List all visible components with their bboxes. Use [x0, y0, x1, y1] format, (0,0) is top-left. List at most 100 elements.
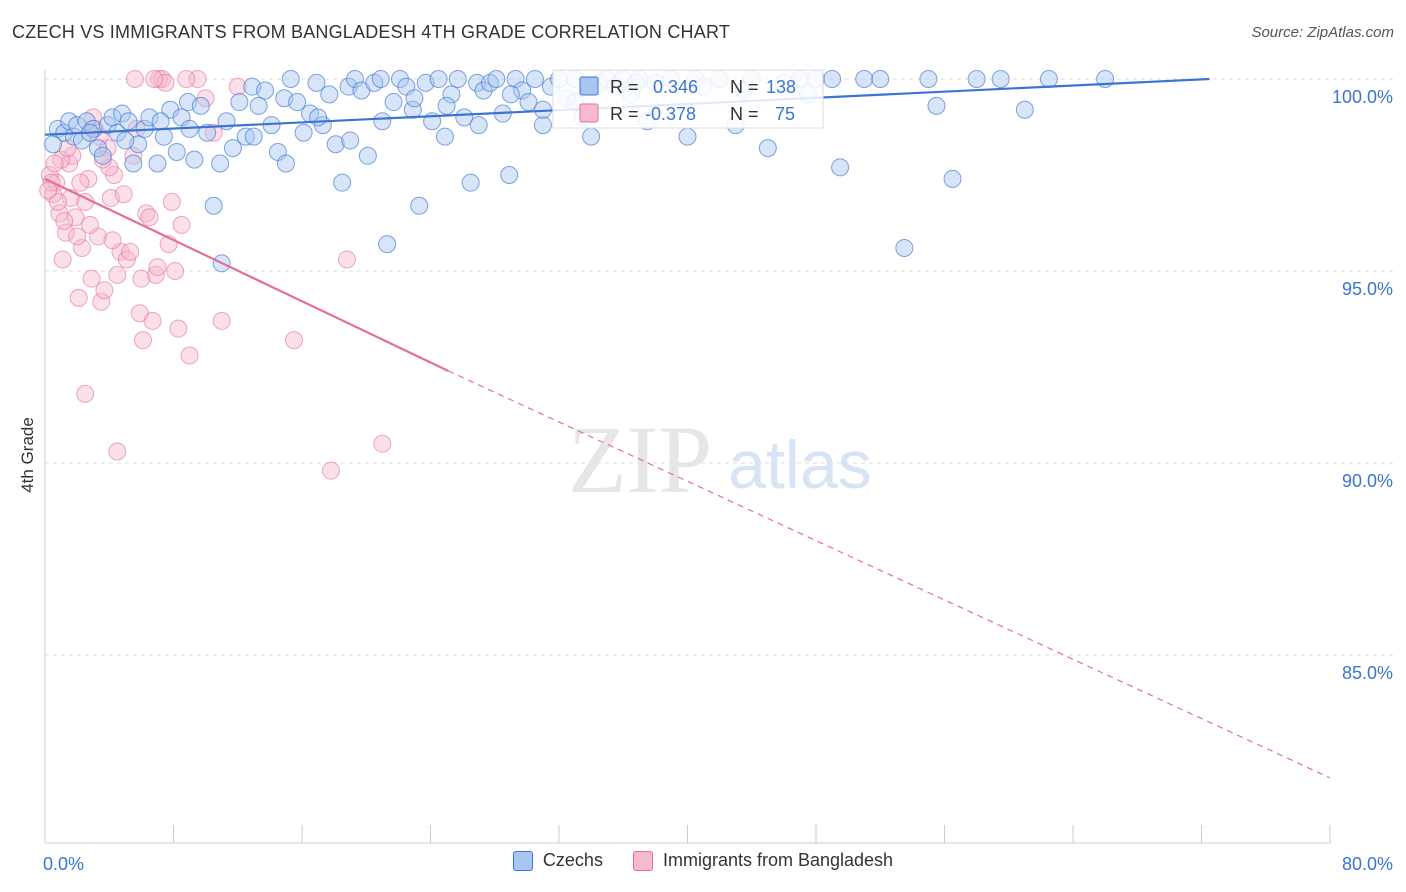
point-bangladesh-10: [72, 238, 91, 257]
point-czechs-53: [358, 146, 377, 165]
point-bangladesh-17: [95, 281, 114, 300]
trend-line-bangladesh: [44, 177, 449, 372]
point-czechs-26: [185, 150, 204, 169]
point-czechs-79: [525, 70, 544, 88]
point-czechs-113: [967, 70, 986, 88]
point-czechs-66: [442, 85, 461, 104]
point-czechs-106: [831, 158, 850, 177]
point-czechs-55: [371, 70, 390, 88]
point-bangladesh-52: [337, 250, 356, 269]
point-bangladesh-64: [45, 154, 64, 173]
point-bangladesh-29: [133, 331, 152, 350]
point-czechs-86: [582, 127, 601, 146]
point-czechs-80: [533, 116, 552, 135]
point-czechs-105: [823, 70, 842, 88]
point-bangladesh-67: [58, 139, 77, 158]
point-bangladesh-21: [108, 265, 127, 284]
point-bangladesh-48: [76, 384, 95, 403]
point-czechs-47: [320, 85, 339, 104]
x-tick-label-right: 80.0%: [1342, 854, 1393, 874]
legend-swatch-czechs: [512, 850, 533, 871]
point-bangladesh-50: [284, 331, 303, 350]
point-bangladesh-41: [172, 215, 191, 234]
point-czechs-43: [294, 123, 313, 142]
point-bangladesh-60: [125, 70, 144, 88]
point-bangladesh-69: [93, 150, 112, 169]
point-czechs-16: [124, 154, 143, 173]
point-czechs-32: [223, 139, 242, 158]
point-czechs-57: [384, 93, 403, 112]
stats-legend-box: R = 0.346 N = 138 R = -0.378 N = 75: [552, 69, 824, 129]
grid-lines: [45, 78, 1395, 656]
point-czechs-109: [895, 238, 914, 257]
point-bangladesh-32: [143, 311, 162, 330]
point-czechs-101: [758, 139, 777, 158]
point-czechs-130: [469, 116, 488, 135]
point-bangladesh-26: [124, 146, 143, 165]
y-tick-label-2: 90.0%: [1342, 471, 1393, 491]
point-bangladesh-49: [108, 442, 127, 461]
stats-blue-n-value: 138: [766, 77, 796, 97]
stats-blue-r-label: R =: [610, 77, 639, 97]
point-czechs-123: [244, 127, 263, 146]
point-czechs-107: [855, 70, 874, 88]
point-bangladesh-62: [177, 70, 196, 88]
x-tick-label-left: 0.0%: [43, 854, 84, 874]
point-bangladesh-70: [103, 231, 122, 250]
point-czechs-128: [405, 89, 424, 108]
point-czechs-15: [119, 112, 138, 131]
point-bangladesh-72: [148, 258, 167, 277]
point-czechs-129: [437, 96, 456, 115]
point-czechs-112: [943, 169, 962, 188]
point-bangladesh-9: [69, 288, 88, 307]
stats-pink-r-value: -0.378: [645, 104, 696, 124]
y-tick-label-1: 95.0%: [1342, 279, 1393, 299]
source-credit: Source: ZipAtlas.com: [1251, 24, 1394, 41]
legend-item-bangladesh: Immigrants from Bangladesh: [632, 850, 893, 871]
chart-title: CZECH VS IMMIGRANTS FROM BANGLADESH 4TH …: [12, 22, 731, 42]
point-bangladesh-5: [56, 223, 75, 242]
point-czechs-10: [93, 146, 112, 165]
tick-labels: 0.0% 80.0% 100.0% 95.0% 90.0% 85.0%: [43, 87, 1393, 874]
point-bangladesh-16: [92, 292, 111, 311]
y-tick-label-0: 100.0%: [1332, 87, 1393, 107]
trend-line-bangladesh-extension: [447, 370, 1331, 779]
point-czechs-68: [455, 108, 474, 127]
point-bangladesh-40: [169, 319, 188, 338]
y-tick-label-3: 85.0%: [1342, 663, 1393, 683]
point-bangladesh-65: [48, 192, 67, 211]
legend-label-czechs: Czechs: [542, 850, 603, 870]
point-czechs-30: [211, 154, 230, 173]
point-czechs-116: [1039, 70, 1058, 88]
point-bangladesh-47: [228, 77, 247, 96]
point-bangladesh-13: [82, 269, 101, 288]
point-czechs-41: [281, 70, 300, 88]
point-czechs-125: [309, 108, 328, 127]
point-bangladesh-31: [140, 208, 159, 227]
point-czechs-126: [341, 131, 360, 150]
point-bangladesh-71: [132, 269, 151, 288]
point-czechs-70: [468, 73, 487, 92]
point-czechs-37: [256, 81, 275, 100]
point-czechs-58: [390, 70, 409, 88]
point-czechs-21: [154, 127, 173, 146]
point-bangladesh-25: [121, 242, 140, 261]
point-czechs-65: [435, 127, 454, 146]
point-bangladesh-51: [321, 461, 340, 480]
point-czechs-111: [927, 96, 946, 115]
point-czechs-131: [501, 85, 520, 104]
point-czechs-127: [373, 112, 392, 131]
point-czechs-115: [1015, 100, 1034, 119]
point-bangladesh-36: [156, 73, 175, 92]
point-bangladesh-74: [39, 181, 58, 200]
point-bangladesh-56: [71, 173, 90, 192]
stats-pink-n-label: N =: [730, 104, 759, 124]
point-czechs-124: [276, 154, 295, 173]
legend: Czechs Immigrants from Bangladesh: [0, 850, 1406, 871]
point-bangladesh-73: [68, 227, 87, 246]
point-czechs-69: [461, 173, 480, 192]
point-czechs-48: [326, 135, 345, 154]
point-czechs-73: [487, 70, 506, 88]
stats-blue-n-label: N =: [730, 77, 759, 97]
point-bangladesh-46: [212, 311, 231, 330]
